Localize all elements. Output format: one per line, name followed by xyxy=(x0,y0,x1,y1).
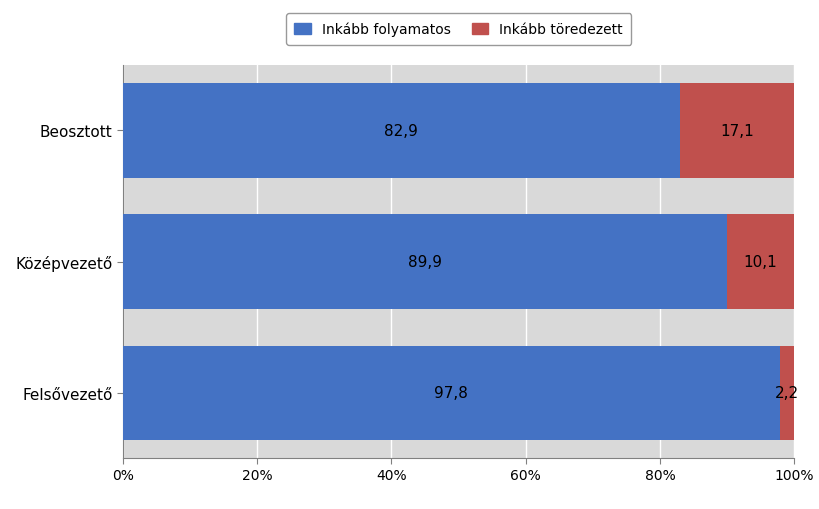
Bar xyxy=(123,346,780,440)
Legend: Inkább folyamatos, Inkább töredezett: Inkább folyamatos, Inkább töredezett xyxy=(286,14,631,45)
Bar xyxy=(123,215,726,309)
Text: 17,1: 17,1 xyxy=(720,124,753,138)
Text: 89,9: 89,9 xyxy=(408,254,441,270)
Bar xyxy=(123,84,680,178)
Text: 97,8: 97,8 xyxy=(434,386,468,401)
Bar xyxy=(680,84,794,178)
Bar xyxy=(726,215,794,309)
Bar xyxy=(780,346,794,440)
Text: 82,9: 82,9 xyxy=(384,124,419,138)
Text: 10,1: 10,1 xyxy=(744,254,777,270)
Text: 2,2: 2,2 xyxy=(775,386,799,401)
